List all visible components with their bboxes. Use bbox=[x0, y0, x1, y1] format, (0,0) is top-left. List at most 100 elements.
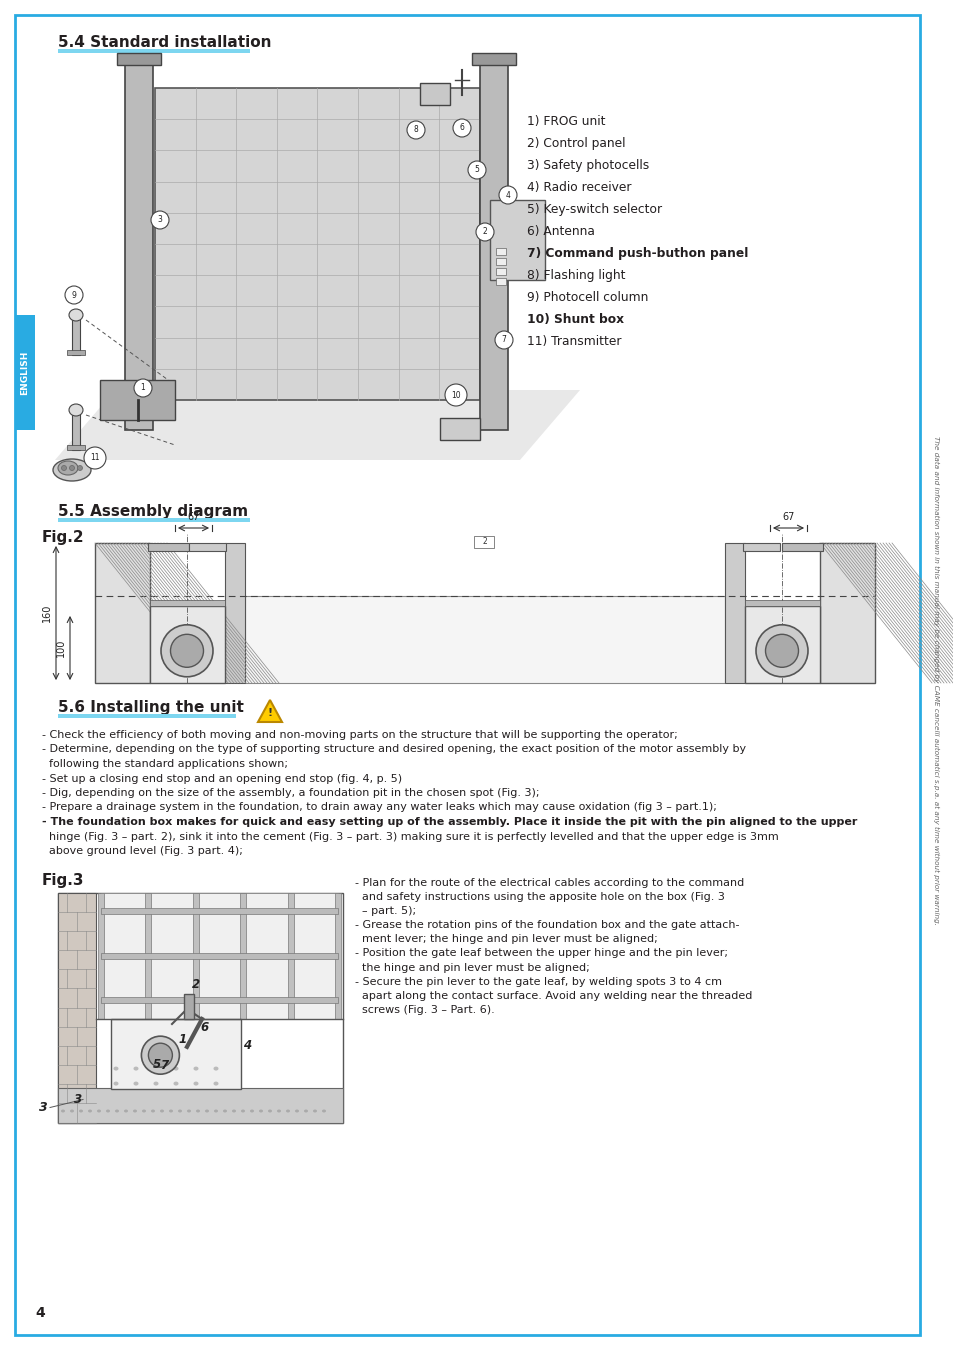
Polygon shape bbox=[117, 53, 161, 65]
Text: above ground level (Fig. 3 part. 4);: above ground level (Fig. 3 part. 4); bbox=[42, 846, 243, 856]
Text: 7) Command push-buthon panel: 7) Command push-buthon panel bbox=[526, 247, 747, 261]
Ellipse shape bbox=[70, 1110, 74, 1112]
Text: 7: 7 bbox=[501, 336, 506, 344]
Ellipse shape bbox=[69, 309, 83, 321]
Bar bbox=[71, 405, 80, 450]
Ellipse shape bbox=[241, 1110, 245, 1112]
Text: 5: 5 bbox=[152, 1057, 160, 1071]
Ellipse shape bbox=[193, 1066, 198, 1071]
Bar bbox=[474, 536, 494, 548]
Ellipse shape bbox=[142, 1110, 146, 1112]
Text: 5) Key-switch selector: 5) Key-switch selector bbox=[526, 202, 661, 216]
Text: Fig.3: Fig.3 bbox=[42, 872, 85, 887]
Text: 100: 100 bbox=[56, 639, 66, 657]
Bar bbox=[95, 543, 150, 683]
Text: 9: 9 bbox=[71, 290, 76, 300]
Ellipse shape bbox=[115, 1110, 119, 1112]
Bar bbox=[744, 599, 820, 606]
Ellipse shape bbox=[106, 1110, 110, 1112]
Bar bbox=[100, 379, 174, 420]
Text: 4: 4 bbox=[35, 1305, 45, 1320]
Bar bbox=[225, 543, 245, 683]
Text: 5.6 Installing the unit: 5.6 Installing the unit bbox=[58, 701, 244, 716]
Ellipse shape bbox=[407, 122, 424, 139]
Ellipse shape bbox=[195, 1110, 200, 1112]
Bar bbox=[744, 606, 820, 683]
Text: 1: 1 bbox=[140, 383, 145, 393]
Ellipse shape bbox=[113, 1081, 118, 1085]
Bar bbox=[245, 597, 724, 683]
Ellipse shape bbox=[495, 331, 513, 350]
Bar bbox=[58, 518, 250, 522]
Text: The data and information shown in this manual may be changed by CAME cancelli au: The data and information shown in this m… bbox=[932, 436, 938, 925]
Bar bbox=[240, 892, 246, 1019]
Ellipse shape bbox=[88, 1110, 91, 1112]
Ellipse shape bbox=[313, 1110, 316, 1112]
Ellipse shape bbox=[258, 1110, 263, 1112]
Ellipse shape bbox=[58, 460, 78, 475]
Bar bbox=[184, 994, 193, 1019]
Bar bbox=[820, 543, 874, 683]
Text: 6: 6 bbox=[200, 1021, 209, 1034]
Ellipse shape bbox=[276, 1110, 281, 1112]
Bar bbox=[150, 606, 225, 683]
Text: - Dig, depending on the size of the assembly, a foundation pit in the chosen spo: - Dig, depending on the size of the asse… bbox=[42, 788, 539, 798]
Text: 10: 10 bbox=[451, 390, 460, 400]
Bar bbox=[496, 278, 505, 285]
Bar bbox=[419, 82, 450, 105]
Text: - Secure the pin lever to the gate leaf, by welding spots 3 to 4 cm: - Secure the pin lever to the gate leaf,… bbox=[355, 977, 721, 987]
Text: hinge (Fig. 3 – part. 2), sink it into the cement (Fig. 3 – part. 3) making sure: hinge (Fig. 3 – part. 2), sink it into t… bbox=[42, 832, 778, 841]
Ellipse shape bbox=[498, 186, 517, 204]
Text: 3: 3 bbox=[39, 1102, 48, 1114]
Bar bbox=[101, 998, 337, 1003]
Ellipse shape bbox=[53, 459, 91, 481]
Ellipse shape bbox=[70, 466, 74, 471]
Text: and safety instructions using the apposite hole on the box (Fig. 3: and safety instructions using the apposi… bbox=[355, 892, 724, 902]
Ellipse shape bbox=[232, 1110, 235, 1112]
Ellipse shape bbox=[213, 1066, 218, 1071]
Ellipse shape bbox=[160, 1110, 164, 1112]
Ellipse shape bbox=[151, 211, 169, 230]
Text: Fig.2: Fig.2 bbox=[42, 531, 85, 545]
Ellipse shape bbox=[124, 1110, 128, 1112]
Bar bbox=[490, 200, 544, 279]
Text: 4: 4 bbox=[243, 1040, 252, 1052]
Bar bbox=[150, 599, 225, 606]
Text: 3: 3 bbox=[157, 216, 162, 224]
Text: 67: 67 bbox=[187, 512, 199, 522]
Ellipse shape bbox=[173, 1066, 178, 1071]
Ellipse shape bbox=[153, 1081, 158, 1085]
Bar bbox=[496, 258, 505, 265]
Text: 4: 4 bbox=[505, 190, 510, 200]
Ellipse shape bbox=[97, 1110, 101, 1112]
Text: - Set up a closing end stop and an opening end stop (fig. 4, p. 5): - Set up a closing end stop and an openi… bbox=[42, 774, 402, 783]
Text: - The foundation box makes for quick and easy setting up of the assembly. Place : - The foundation box makes for quick and… bbox=[42, 817, 857, 828]
Bar bbox=[335, 892, 340, 1019]
Ellipse shape bbox=[193, 1081, 198, 1085]
Ellipse shape bbox=[149, 1044, 172, 1068]
Ellipse shape bbox=[132, 1110, 137, 1112]
Ellipse shape bbox=[187, 1110, 191, 1112]
Ellipse shape bbox=[294, 1110, 298, 1112]
Text: 2: 2 bbox=[482, 228, 487, 236]
Bar bbox=[439, 418, 479, 440]
Ellipse shape bbox=[213, 1081, 218, 1085]
Bar bbox=[145, 892, 152, 1019]
Polygon shape bbox=[257, 701, 282, 722]
Ellipse shape bbox=[173, 1081, 178, 1085]
Bar bbox=[58, 892, 343, 1122]
Ellipse shape bbox=[153, 1066, 158, 1071]
Text: ment lever; the hinge and pin lever must be aligned;: ment lever; the hinge and pin lever must… bbox=[355, 934, 657, 944]
Text: - Position the gate leaf between the upper hinge and the pin lever;: - Position the gate leaf between the upp… bbox=[355, 949, 727, 958]
Bar bbox=[742, 543, 780, 551]
Bar bbox=[496, 269, 505, 275]
Text: - Determine, depending on the type of supporting structure and desired opening, : - Determine, depending on the type of su… bbox=[42, 744, 745, 755]
Bar bbox=[58, 1088, 343, 1122]
Ellipse shape bbox=[133, 379, 152, 397]
Ellipse shape bbox=[205, 1110, 209, 1112]
Bar bbox=[189, 543, 226, 551]
Bar bbox=[781, 543, 822, 551]
Text: 7: 7 bbox=[160, 1058, 169, 1072]
Text: 2) Control panel: 2) Control panel bbox=[526, 136, 625, 150]
Text: following the standard applications shown;: following the standard applications show… bbox=[42, 759, 288, 769]
